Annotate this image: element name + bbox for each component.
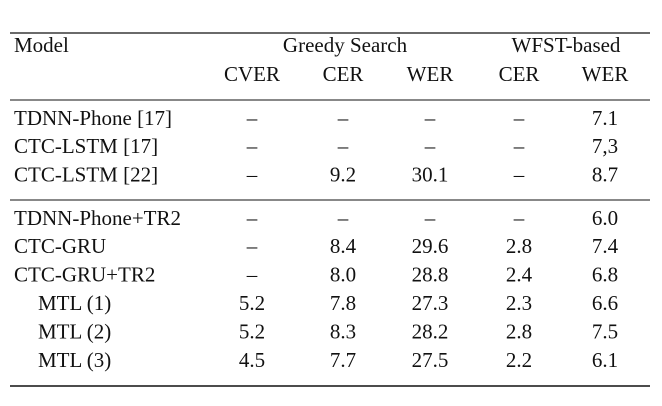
cell: 6.8 (592, 263, 618, 287)
cell: – (424, 206, 436, 230)
cell: – (337, 206, 349, 230)
column-header: WER (582, 62, 629, 86)
cell: 7.8 (330, 291, 356, 315)
cell: 7.1 (592, 106, 618, 130)
cell: – (246, 163, 258, 187)
cell: – (337, 106, 349, 130)
cell: – (246, 263, 258, 287)
cell: 2.8 (506, 319, 532, 343)
group-header: Greedy Search (283, 33, 408, 57)
cell: 6.6 (592, 291, 618, 315)
cell: 6.1 (592, 348, 618, 372)
column-header: CVER (224, 62, 280, 86)
cell: 28.8 (412, 263, 449, 287)
cell: 8.0 (330, 263, 356, 287)
cell: 29.6 (412, 234, 449, 258)
cell: 2.8 (506, 234, 532, 258)
row-label: CTC-GRU (14, 234, 106, 258)
cell: 5.2 (239, 319, 265, 343)
cell: – (424, 106, 436, 130)
row-label: CTC-LSTM [17] (14, 134, 158, 158)
cell: – (513, 163, 525, 187)
cell: – (246, 206, 258, 230)
cell: 6.0 (592, 206, 618, 230)
cell: – (246, 234, 258, 258)
cell: 27.3 (412, 291, 449, 315)
cell: 5.2 (239, 291, 265, 315)
cell: – (513, 106, 525, 130)
cell: 27.5 (412, 348, 449, 372)
cell: 7.5 (592, 319, 618, 343)
cell: 4.5 (239, 348, 265, 372)
cell: 2.2 (506, 348, 532, 372)
cell: – (424, 134, 436, 158)
cell: 7,3 (592, 134, 618, 158)
column-header: CER (323, 62, 364, 86)
cell: 8.3 (330, 319, 356, 343)
cell: 8.4 (330, 234, 357, 258)
row-label: CTC-GRU+TR2 (14, 263, 155, 287)
cell: 7.7 (330, 348, 356, 372)
cell: – (246, 134, 258, 158)
column-header: WER (407, 62, 454, 86)
row-label: TDNN-Phone [17] (14, 106, 172, 130)
cell: 2.3 (506, 291, 532, 315)
row-label: CTC-LSTM [22] (14, 163, 158, 187)
cell: 28.2 (412, 319, 449, 343)
row-label: TDNN-Phone+TR2 (14, 206, 181, 230)
cell: 9.2 (330, 163, 356, 187)
model-header: Model (14, 33, 69, 57)
row-label: MTL (2) (38, 319, 111, 343)
cell: 7.4 (592, 234, 619, 258)
row-label: MTL (3) (38, 348, 111, 372)
cell: – (513, 134, 525, 158)
group-header: WFST-based (512, 33, 621, 57)
row-label: MTL (1) (38, 291, 111, 315)
cell: – (513, 206, 525, 230)
column-header: CER (499, 62, 540, 86)
cell: – (337, 134, 349, 158)
cell: 2.4 (506, 263, 533, 287)
cell: 8.7 (592, 163, 618, 187)
cell: 30.1 (412, 163, 449, 187)
cell: – (246, 106, 258, 130)
